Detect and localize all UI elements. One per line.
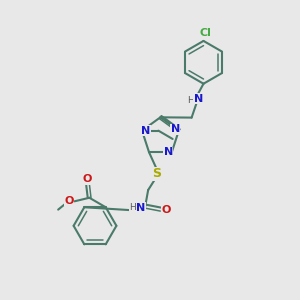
Text: O: O xyxy=(64,196,74,206)
Text: N: N xyxy=(171,124,180,134)
Text: H: H xyxy=(187,96,194,105)
Text: N: N xyxy=(164,147,173,157)
Text: N: N xyxy=(136,202,145,212)
Text: Cl: Cl xyxy=(199,28,211,38)
Text: O: O xyxy=(162,205,171,215)
Text: N: N xyxy=(141,126,150,136)
Text: S: S xyxy=(152,167,161,181)
Text: N: N xyxy=(194,94,203,103)
Text: O: O xyxy=(82,174,92,184)
Text: H: H xyxy=(129,203,136,212)
